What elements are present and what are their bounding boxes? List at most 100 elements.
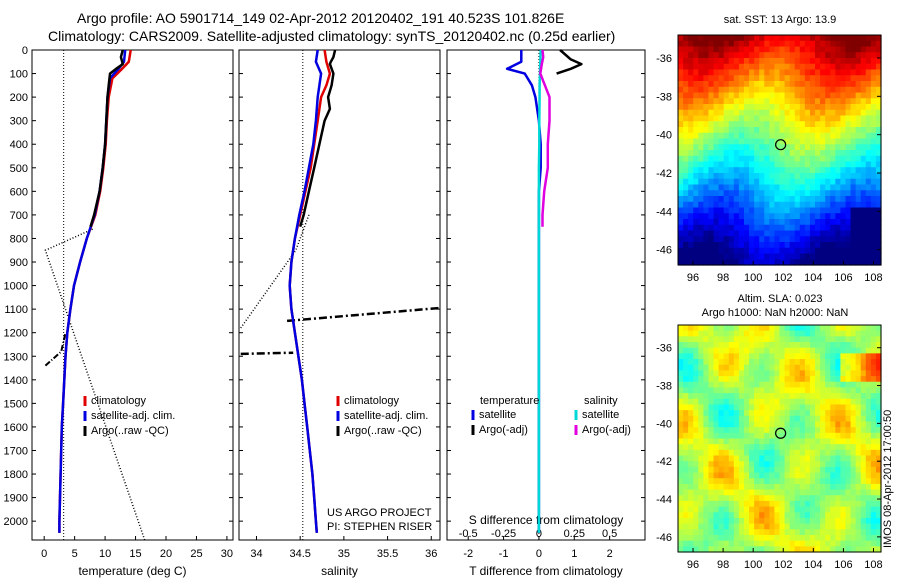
sst-cell	[820, 213, 826, 220]
sst-cell	[794, 138, 801, 145]
sst-cell	[759, 69, 765, 76]
sla-cell	[749, 359, 755, 366]
sst-cell	[870, 104, 877, 111]
sla-cell	[860, 359, 867, 366]
sla-cell	[698, 529, 704, 536]
sst-cell	[728, 109, 735, 117]
sst-cell	[865, 138, 872, 145]
sla-cell	[815, 347, 821, 354]
sla-cell	[718, 325, 725, 332]
sst-cell	[789, 178, 796, 186]
sla-cell	[703, 364, 710, 371]
sst-cell	[784, 81, 791, 88]
sst-cell	[698, 207, 704, 214]
sst-cell	[749, 109, 755, 117]
sla-cell	[749, 506, 755, 513]
sla-cell	[875, 370, 882, 377]
sla-cell	[738, 495, 745, 502]
sla-cell	[850, 364, 857, 371]
sla-cell	[860, 330, 867, 337]
sst-cell	[678, 144, 684, 151]
sst-cell	[693, 230, 699, 237]
sst-cell	[718, 213, 725, 220]
sla-cell	[708, 359, 715, 366]
sla-cell	[815, 415, 821, 423]
sst-cell	[804, 40, 811, 48]
sst-cell	[865, 196, 872, 203]
sst-cell	[743, 81, 750, 88]
sst-cell	[784, 230, 791, 237]
sst-cell	[794, 253, 801, 260]
sst-cell	[723, 109, 730, 117]
sla-cell	[728, 461, 735, 468]
sst-cell	[804, 150, 811, 157]
sst-cell	[738, 150, 745, 157]
sla-cell	[825, 353, 831, 360]
sla-cell	[733, 364, 740, 371]
sst-cell	[865, 35, 872, 42]
sla-cell	[703, 410, 710, 417]
sst-cell	[683, 247, 689, 255]
sla-cell	[718, 478, 725, 485]
sst-cell	[683, 242, 689, 249]
sst-cell	[728, 52, 735, 59]
sla-cell	[830, 353, 836, 360]
sst-cell	[809, 207, 816, 214]
sla-cell	[865, 461, 872, 468]
sst-cell	[865, 161, 872, 168]
sla-cell	[743, 325, 750, 332]
sst-cell	[809, 213, 816, 220]
sla-cell	[799, 342, 806, 349]
sla-cell	[749, 523, 755, 530]
sla-cell	[830, 500, 836, 508]
sst-cell	[794, 92, 801, 99]
sst-cell	[693, 92, 699, 99]
sla-cell	[749, 478, 755, 485]
sla-cell	[703, 534, 710, 542]
sst-cell	[845, 247, 852, 255]
sla-cell	[860, 347, 867, 354]
depth-tick-label: 1500	[4, 398, 28, 410]
sst-cell	[825, 213, 831, 220]
sla-cell	[718, 529, 725, 536]
sla-cell	[845, 427, 852, 434]
sla-cell	[820, 483, 826, 491]
diff-s-tick-label: -0.25	[491, 528, 516, 540]
sst-cell	[875, 259, 882, 266]
sst-cell	[678, 98, 684, 105]
sla-cell	[754, 540, 760, 547]
sst-cell	[865, 173, 872, 180]
sla-cell	[845, 472, 852, 479]
sst-cell	[764, 184, 770, 191]
sst-cell	[743, 40, 750, 48]
sla-cell	[855, 393, 862, 400]
sst-cell	[815, 109, 821, 117]
sst-cell	[743, 35, 750, 42]
sst-cell	[804, 104, 811, 111]
sla-cell	[855, 444, 862, 451]
sla-cell	[688, 387, 694, 394]
sla-cell	[870, 421, 877, 428]
sst-cell	[804, 173, 811, 180]
sst-cell	[728, 184, 735, 191]
sst-cell	[728, 224, 735, 232]
sla-cell	[693, 495, 699, 502]
sla-cell	[779, 381, 786, 389]
sla-cell	[738, 489, 745, 496]
sla-cell	[728, 500, 735, 508]
sst-cell	[875, 46, 882, 53]
sla-cell	[870, 438, 877, 445]
sst-cell	[718, 132, 725, 140]
sla-cell	[809, 364, 816, 371]
sst-cell	[693, 69, 699, 76]
sla-cell	[688, 370, 694, 377]
sst-cell	[738, 144, 745, 151]
sst-cell	[698, 98, 704, 105]
sla-cell	[784, 353, 791, 360]
sla-cell	[815, 336, 821, 343]
sla-xtick-label: 104	[804, 559, 822, 571]
sla-cell	[698, 455, 704, 462]
sst-cell	[804, 178, 811, 186]
sla-cell	[723, 342, 730, 349]
sst-cell	[764, 92, 770, 99]
